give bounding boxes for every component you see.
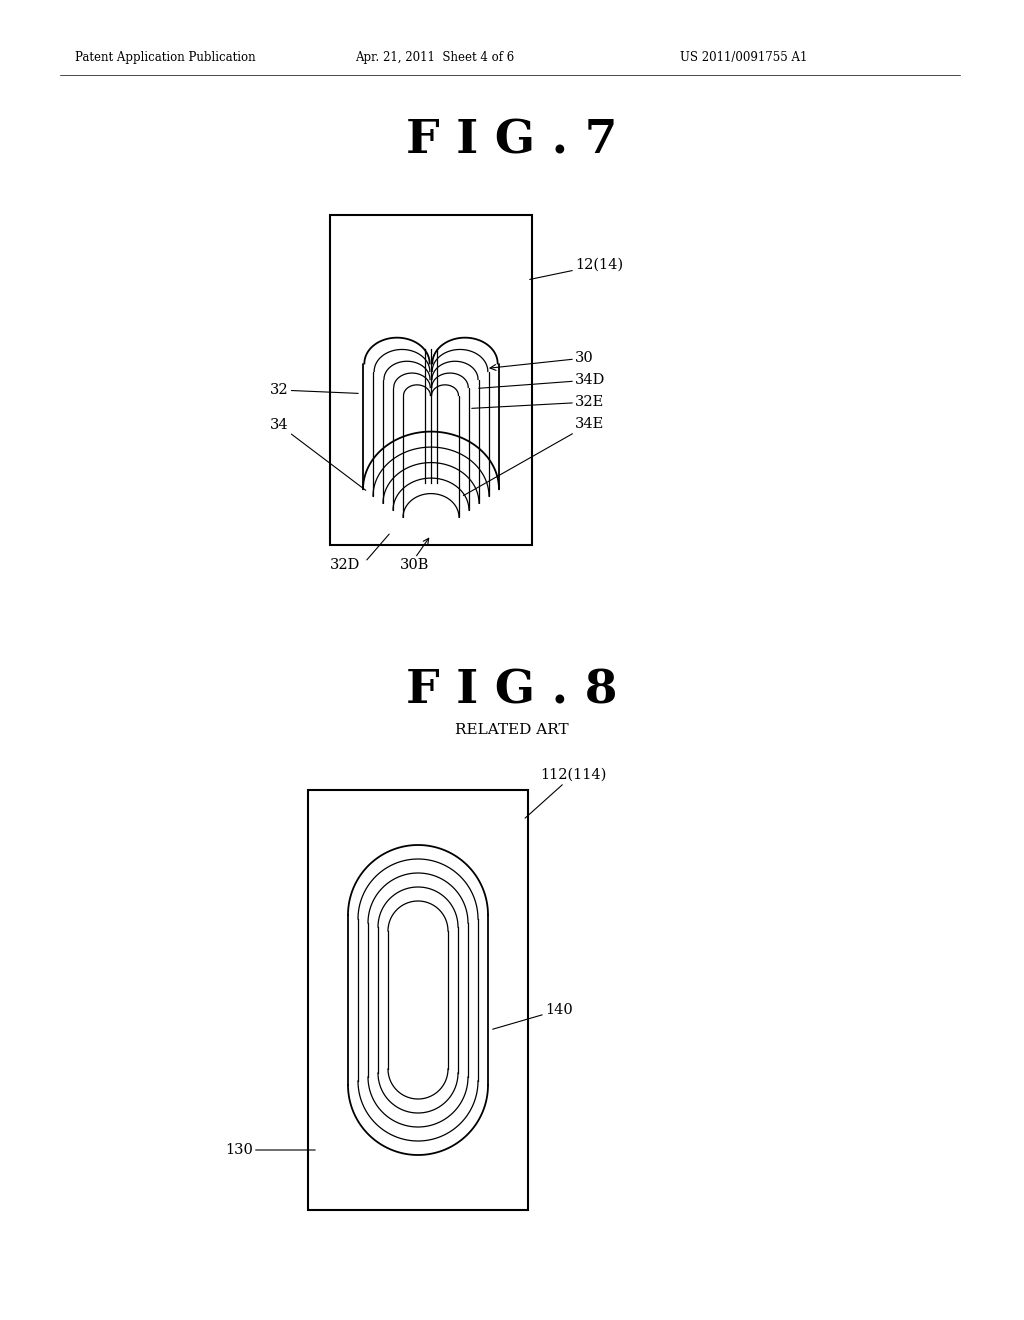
Text: 112(114): 112(114) [525, 768, 606, 818]
Text: F I G . 7: F I G . 7 [407, 117, 617, 162]
Text: 34: 34 [270, 418, 366, 490]
Text: US 2011/0091755 A1: US 2011/0091755 A1 [680, 51, 807, 65]
Text: 32D: 32D [330, 558, 360, 572]
Bar [308, 789, 528, 1210]
Text: RELATED ART: RELATED ART [456, 723, 568, 737]
Text: 32E: 32E [472, 395, 604, 409]
Text: Patent Application Publication: Patent Application Publication [75, 51, 256, 65]
Text: 140: 140 [493, 1003, 572, 1030]
Text: 32: 32 [270, 383, 358, 397]
Text: 30: 30 [490, 351, 594, 371]
Text: 12(14): 12(14) [529, 257, 624, 280]
Text: F I G . 8: F I G . 8 [407, 667, 617, 713]
Text: 30B: 30B [400, 558, 429, 572]
Text: 34E: 34E [464, 417, 604, 495]
Text: Apr. 21, 2011  Sheet 4 of 6: Apr. 21, 2011 Sheet 4 of 6 [355, 51, 514, 65]
Text: 34D: 34D [479, 374, 605, 388]
Text: 130: 130 [225, 1143, 315, 1158]
Bar [330, 215, 532, 545]
